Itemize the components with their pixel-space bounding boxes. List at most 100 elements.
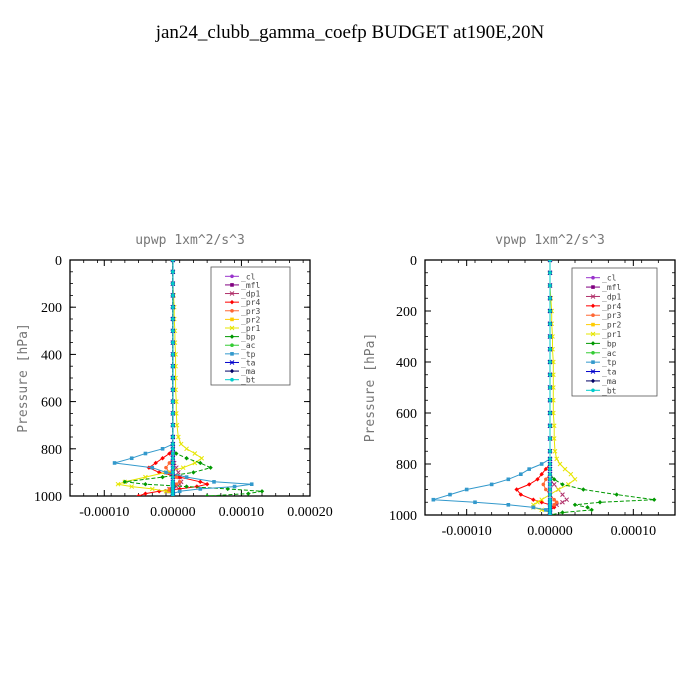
y-tick-label: 400 bbox=[396, 356, 417, 371]
data-point bbox=[464, 487, 469, 492]
data-point bbox=[591, 350, 595, 355]
legend-label: _pr3 bbox=[241, 307, 260, 316]
data-point bbox=[171, 376, 175, 380]
data-point bbox=[156, 489, 162, 494]
data-point bbox=[590, 369, 596, 374]
legend-box bbox=[571, 267, 658, 397]
data-point bbox=[170, 260, 176, 263]
data-point bbox=[156, 470, 162, 475]
data-point bbox=[541, 482, 546, 487]
data-point bbox=[554, 456, 560, 462]
data-point bbox=[230, 308, 234, 313]
data-point bbox=[171, 399, 175, 404]
data-point bbox=[184, 446, 189, 452]
data-point bbox=[591, 388, 595, 393]
data-point bbox=[548, 321, 552, 326]
y-tick-label: 0 bbox=[55, 254, 62, 269]
data-point bbox=[548, 411, 552, 415]
data-point bbox=[548, 449, 552, 454]
data-point bbox=[184, 475, 189, 479]
data-point bbox=[548, 423, 552, 428]
x-tick-label: 0.00010 bbox=[219, 505, 265, 520]
data-point bbox=[527, 467, 531, 471]
data-point bbox=[199, 455, 205, 461]
data-point bbox=[171, 475, 175, 479]
data-point bbox=[204, 482, 210, 487]
data-point bbox=[548, 513, 552, 515]
data-point bbox=[115, 481, 121, 487]
legend-label: _cl bbox=[602, 274, 617, 283]
data-point bbox=[548, 360, 552, 364]
y-tick-label: 1000 bbox=[389, 509, 417, 524]
data-point bbox=[249, 482, 254, 486]
data-point bbox=[171, 293, 175, 298]
data-point bbox=[192, 451, 198, 456]
data-point bbox=[591, 285, 595, 289]
data-point bbox=[548, 309, 552, 313]
x-tick-label: -0.00010 bbox=[79, 505, 129, 520]
data-point bbox=[514, 487, 519, 492]
data-point bbox=[149, 486, 155, 492]
chart-title: upwp 1xm^2/s^3 bbox=[135, 233, 245, 248]
data-point bbox=[560, 482, 565, 487]
data-point bbox=[246, 491, 251, 496]
data-point bbox=[175, 434, 181, 440]
data-point bbox=[171, 281, 175, 286]
data-point bbox=[167, 461, 172, 465]
data-point bbox=[204, 493, 210, 496]
data-point bbox=[232, 484, 237, 489]
data-point bbox=[229, 325, 235, 331]
data-point bbox=[552, 503, 556, 507]
data-point bbox=[171, 456, 175, 461]
legend-label: _tp bbox=[602, 358, 617, 367]
data-point bbox=[535, 477, 540, 482]
data-point bbox=[473, 500, 477, 505]
data-point bbox=[591, 275, 595, 280]
data-point bbox=[535, 499, 540, 505]
legend-label: _ma bbox=[602, 377, 617, 386]
data-point bbox=[171, 411, 175, 416]
data-point bbox=[194, 484, 200, 489]
data-point bbox=[544, 477, 548, 482]
data-point bbox=[191, 470, 196, 475]
legend-label: _pr2 bbox=[241, 315, 260, 324]
data-point bbox=[175, 470, 181, 475]
legend-label: _pr4 bbox=[241, 298, 260, 307]
data-point bbox=[590, 294, 596, 299]
data-point bbox=[548, 296, 552, 301]
data-point bbox=[173, 399, 179, 404]
y-axis-label: Pressure [hPa] bbox=[16, 323, 31, 433]
legend-label: _pr1 bbox=[241, 324, 260, 333]
data-point bbox=[160, 474, 165, 480]
data-point bbox=[557, 461, 563, 467]
y-axis-label: Pressure [hPa] bbox=[363, 333, 378, 443]
data-point bbox=[531, 497, 536, 502]
data-point bbox=[171, 388, 175, 392]
legend-label: _cl bbox=[241, 272, 256, 281]
data-point bbox=[171, 494, 175, 496]
legend-box bbox=[210, 266, 291, 386]
data-point bbox=[572, 476, 578, 482]
series-group bbox=[112, 260, 265, 496]
data-point bbox=[177, 480, 182, 484]
data-point bbox=[544, 508, 548, 512]
chart-panel-2: vpwp 1xm^2/s^3 Pressure [hPa] 0 200 400 600 80… bbox=[363, 233, 676, 539]
legend-label: _bp bbox=[241, 333, 256, 342]
data-point bbox=[171, 340, 175, 345]
data-point bbox=[164, 470, 168, 475]
data-point bbox=[531, 505, 536, 510]
data-point bbox=[585, 505, 590, 510]
data-point bbox=[548, 510, 552, 515]
data-point bbox=[143, 451, 148, 456]
legend-label: _mfl bbox=[602, 283, 621, 292]
data-point bbox=[150, 465, 155, 470]
data-point bbox=[171, 364, 175, 369]
data-point bbox=[171, 352, 175, 357]
data-point bbox=[112, 461, 117, 465]
y-tick-label: 800 bbox=[41, 443, 62, 458]
data-point bbox=[506, 503, 511, 507]
data-point bbox=[560, 492, 565, 497]
data-point bbox=[548, 270, 552, 275]
y-tick-label: 600 bbox=[41, 396, 62, 411]
